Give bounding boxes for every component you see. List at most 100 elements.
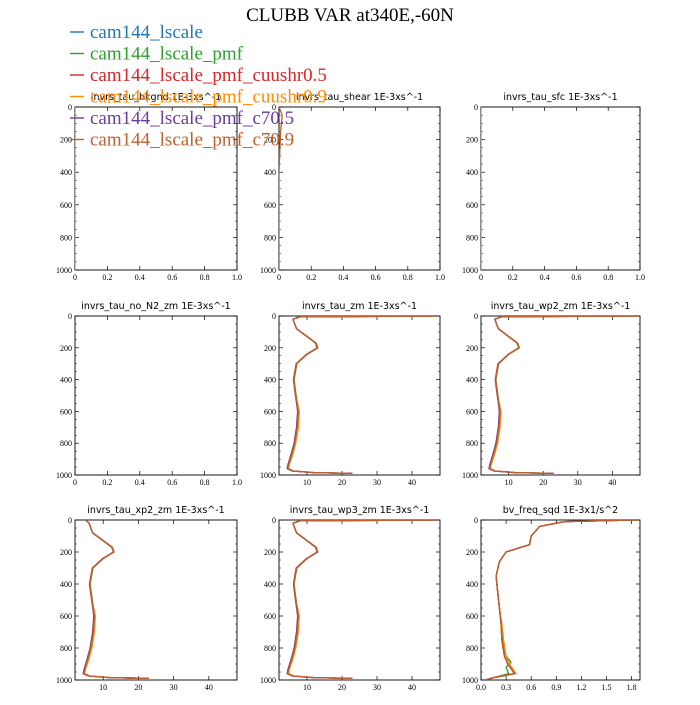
y-tick-label: 1000 — [462, 676, 478, 685]
legend-label: cam144_lscale_pmf_c70.9 — [90, 130, 294, 151]
series-line — [83, 520, 150, 680]
y-tick-label: 0 — [272, 312, 276, 321]
x-tick-label: 30 — [373, 683, 381, 692]
x-tick-label: 40 — [205, 683, 213, 692]
panel-title: bv_freq_sqd 1E-3x1/s^2 — [503, 505, 618, 516]
x-tick-label: 20 — [338, 683, 346, 692]
y-tick-label: 400 — [60, 580, 72, 589]
y-tick-label: 600 — [60, 201, 72, 210]
panel-title: invrs_tau_zm 1E-3xs^-1 — [302, 301, 417, 312]
panel-frame — [480, 106, 641, 271]
y-tick-label: 600 — [466, 201, 478, 210]
panel-frame — [74, 519, 238, 681]
figure-title: CLUBB VAR at340E,-60N — [246, 5, 454, 26]
x-tick-label: 0 — [479, 273, 483, 282]
legend-label: cam144_lscale_pmf_cuushr0.5 — [90, 65, 327, 86]
series-line — [287, 316, 437, 475]
series-group — [286, 520, 437, 680]
y-tick-label: 400 — [60, 376, 72, 385]
x-tick-label: 0 — [73, 478, 77, 487]
y-tick-label: 0 — [474, 312, 478, 321]
y-tick-label: 1000 — [260, 676, 276, 685]
panel-frame — [278, 519, 441, 681]
x-tick-label: 10 — [303, 683, 311, 692]
y-tick-label: 200 — [466, 344, 478, 353]
series-line — [485, 520, 636, 680]
series-line — [286, 316, 437, 475]
x-tick-label: 20 — [539, 478, 547, 487]
series-group — [279, 107, 283, 270]
x-tick-label: 0 — [277, 273, 281, 282]
x-tick-label: 1.0 — [635, 273, 645, 282]
y-tick-label: 1000 — [56, 471, 72, 480]
y-tick-label: 800 — [466, 644, 478, 653]
series-line — [286, 520, 437, 680]
panel-4: invrs_tau_zm 1E-3xs^-1 0 200 400 600 800 1000 1… — [260, 301, 441, 487]
y-tick-label: 200 — [60, 136, 72, 145]
x-tick-label: 1.0 — [232, 478, 242, 487]
series-line — [488, 316, 637, 475]
x-tick-label: 0.6 — [167, 478, 177, 487]
series-line — [286, 316, 437, 475]
panel-2: invrs_tau_sfc 1E-3xs^-1 0 200 400 600 800 1000… — [462, 92, 645, 282]
series-line — [83, 520, 150, 680]
y-tick-label: 800 — [466, 439, 478, 448]
panels: invrs_tau_bkgnd 1E-3xs^-1020040060080010… — [56, 92, 645, 692]
y-tick-label: 800 — [264, 233, 276, 242]
series-group — [286, 316, 437, 475]
y-tick-label: 200 — [466, 548, 478, 557]
x-tick-label: 0.6 — [571, 273, 581, 282]
y-tick-label: 400 — [264, 580, 276, 589]
y-tick-label: 1000 — [56, 266, 72, 275]
y-tick-label: 0 — [68, 312, 72, 321]
x-tick-label: 0.2 — [102, 478, 112, 487]
series-line — [83, 520, 150, 680]
panel-7: invrs_tau_wp3_zm 1E-3xs^-1 0 200 400 600 800 1… — [260, 505, 441, 692]
panel-8: bv_freq_sqd 1E-3x1/s^2020040060080010000… — [462, 505, 641, 692]
x-tick-label: 0.4 — [135, 478, 145, 487]
panel-1: invrs_tau_shear 1E-3xs^-1 0 200 400 600 800 10… — [260, 92, 445, 282]
y-tick-label: 1000 — [56, 676, 72, 685]
x-tick-label: 0.2 — [306, 273, 316, 282]
y-tick-label: 800 — [60, 439, 72, 448]
y-tick-label: 400 — [466, 376, 478, 385]
x-tick-label: 0.3 — [501, 683, 511, 692]
x-tick-label: 1.8 — [627, 683, 637, 692]
x-tick-label: 40 — [608, 478, 616, 487]
x-tick-label: 0.4 — [540, 273, 550, 282]
y-tick-label: 0 — [474, 516, 478, 525]
series-line — [83, 520, 150, 680]
x-tick-label: 1.2 — [576, 683, 586, 692]
series-line — [287, 520, 437, 680]
x-tick-label: 30 — [574, 478, 582, 487]
y-tick-label: 200 — [264, 548, 276, 557]
series-line — [485, 520, 636, 680]
series-line — [82, 520, 150, 680]
y-tick-label: 400 — [466, 168, 478, 177]
y-tick-label: 400 — [466, 580, 478, 589]
x-tick-label: 30 — [373, 478, 381, 487]
y-tick-label: 200 — [264, 136, 276, 145]
x-tick-label: 30 — [170, 683, 178, 692]
x-tick-label: 0.2 — [102, 273, 112, 282]
legend-label: cam144_lscale_pmf — [90, 44, 244, 65]
y-tick-label: 800 — [60, 233, 72, 242]
series-line — [485, 520, 636, 680]
y-tick-label: 400 — [264, 168, 276, 177]
y-tick-label: 800 — [264, 439, 276, 448]
x-tick-label: 0.6 — [167, 273, 177, 282]
y-tick-label: 0 — [272, 516, 276, 525]
x-tick-label: 0.4 — [135, 273, 145, 282]
y-tick-label: 0 — [474, 103, 478, 112]
panel-title: invrs_tau_wp3_zm 1E-3xs^-1 — [290, 505, 430, 516]
series-line — [485, 520, 636, 680]
x-tick-label: 1.0 — [232, 273, 242, 282]
series-line — [286, 520, 437, 680]
x-tick-label: 0.8 — [603, 273, 613, 282]
panel-0: invrs_tau_bkgnd 1E-3xs^-1 0 200 400 600 800 10… — [56, 92, 242, 282]
series-group — [488, 316, 637, 475]
panel-6: invrs_tau_xp2_zm 1E-3xs^-1 0 200 400 600 800 1… — [56, 505, 238, 692]
y-tick-label: 800 — [264, 644, 276, 653]
